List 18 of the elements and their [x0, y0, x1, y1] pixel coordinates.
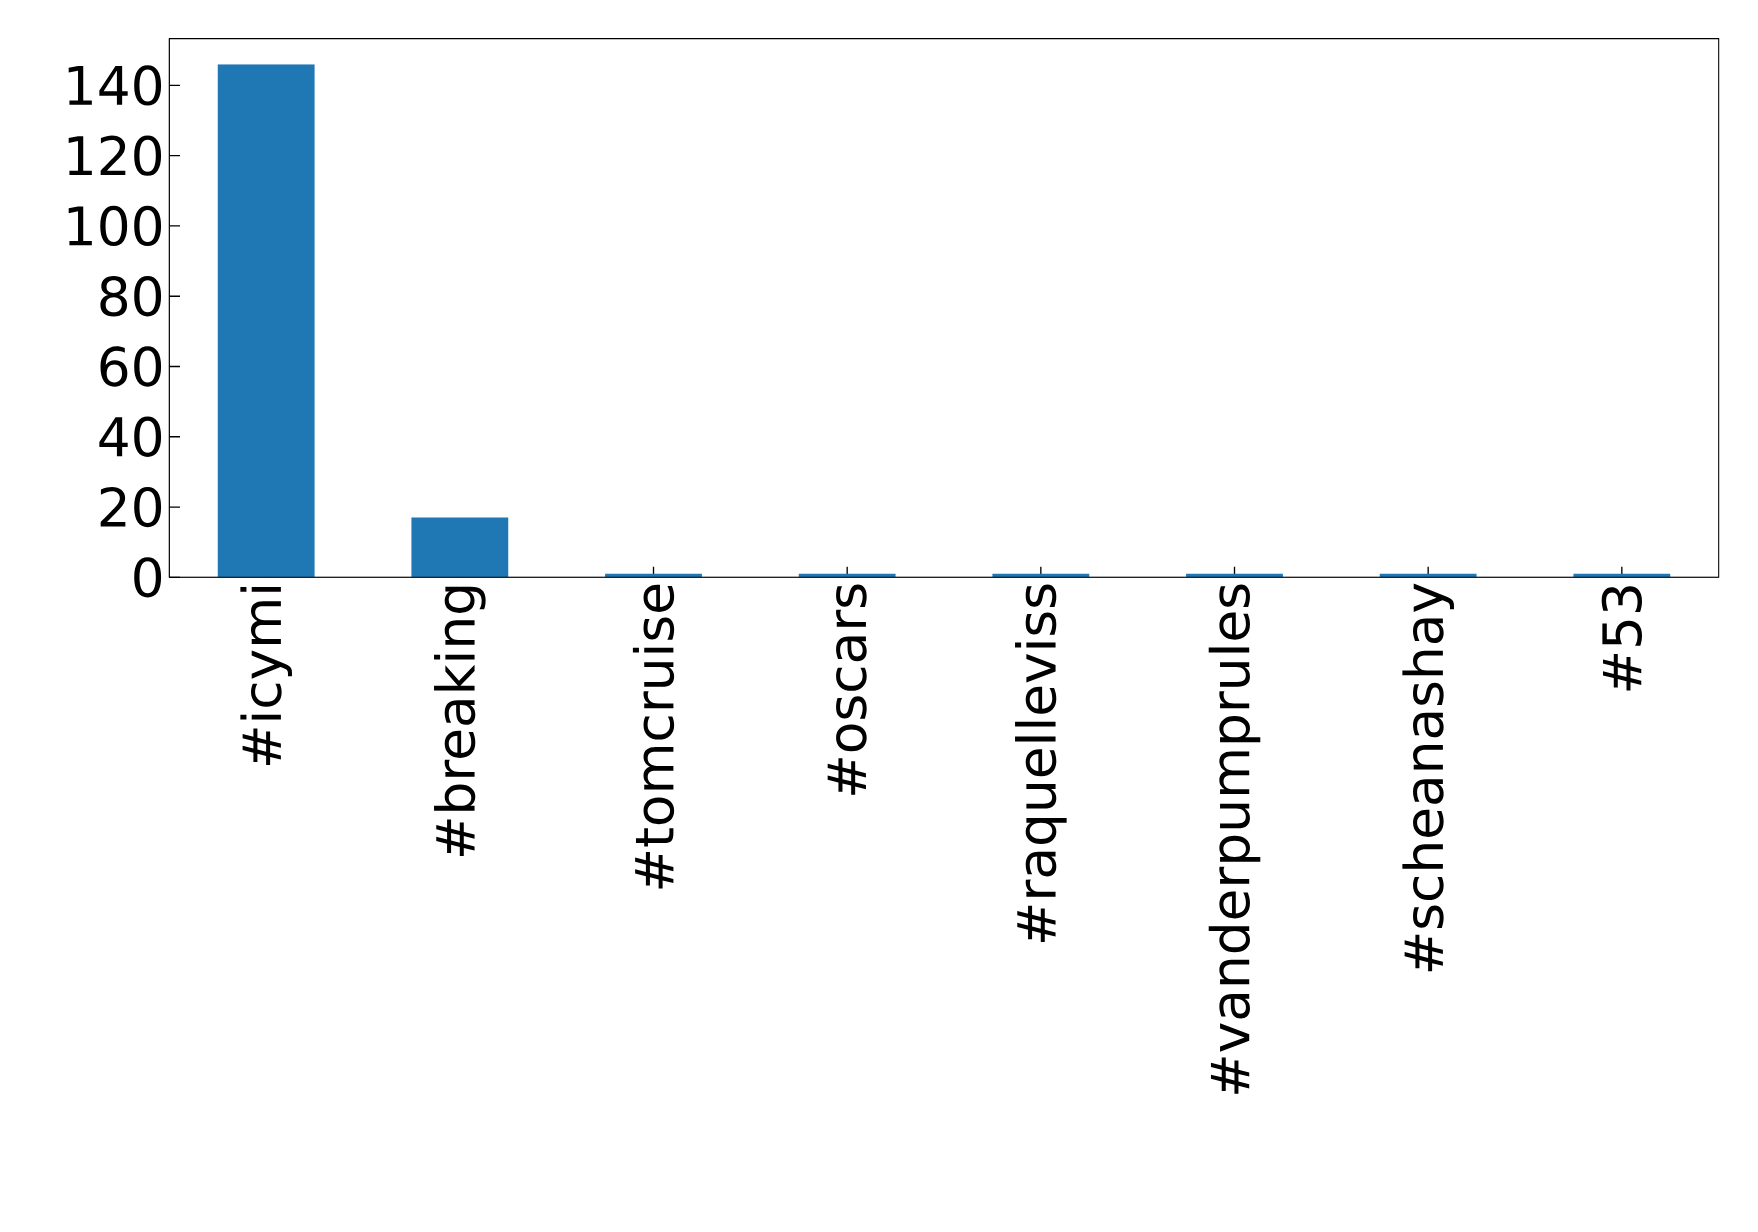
bar — [411, 517, 509, 578]
y-tick-label: 20 — [100, 486, 162, 528]
y-tick-label: 60 — [100, 346, 162, 387]
x-tick-label: #raquelleviss — [1015, 584, 1067, 943]
x-tick-label: #breaking — [434, 586, 486, 857]
y-tick-label: 0 — [134, 557, 162, 598]
y-tick-label: 40 — [99, 416, 162, 457]
x-tick-label: #oscars — [827, 584, 867, 795]
x-tick-label: #scheanashay — [1402, 583, 1454, 972]
x-tick-label: #53 — [1601, 586, 1642, 691]
y-tick-label: 80 — [100, 276, 162, 317]
y-tick-label: 120 — [68, 135, 162, 176]
bar — [217, 64, 315, 578]
x-tick-label: #icymi — [240, 587, 292, 766]
y-tick-label: 140 — [68, 65, 162, 106]
x-tick-label: #vanderpumprules — [1208, 584, 1261, 1094]
x-tick-label: #tomcruise — [632, 584, 675, 889]
y-tick-label: 100 — [68, 205, 162, 247]
